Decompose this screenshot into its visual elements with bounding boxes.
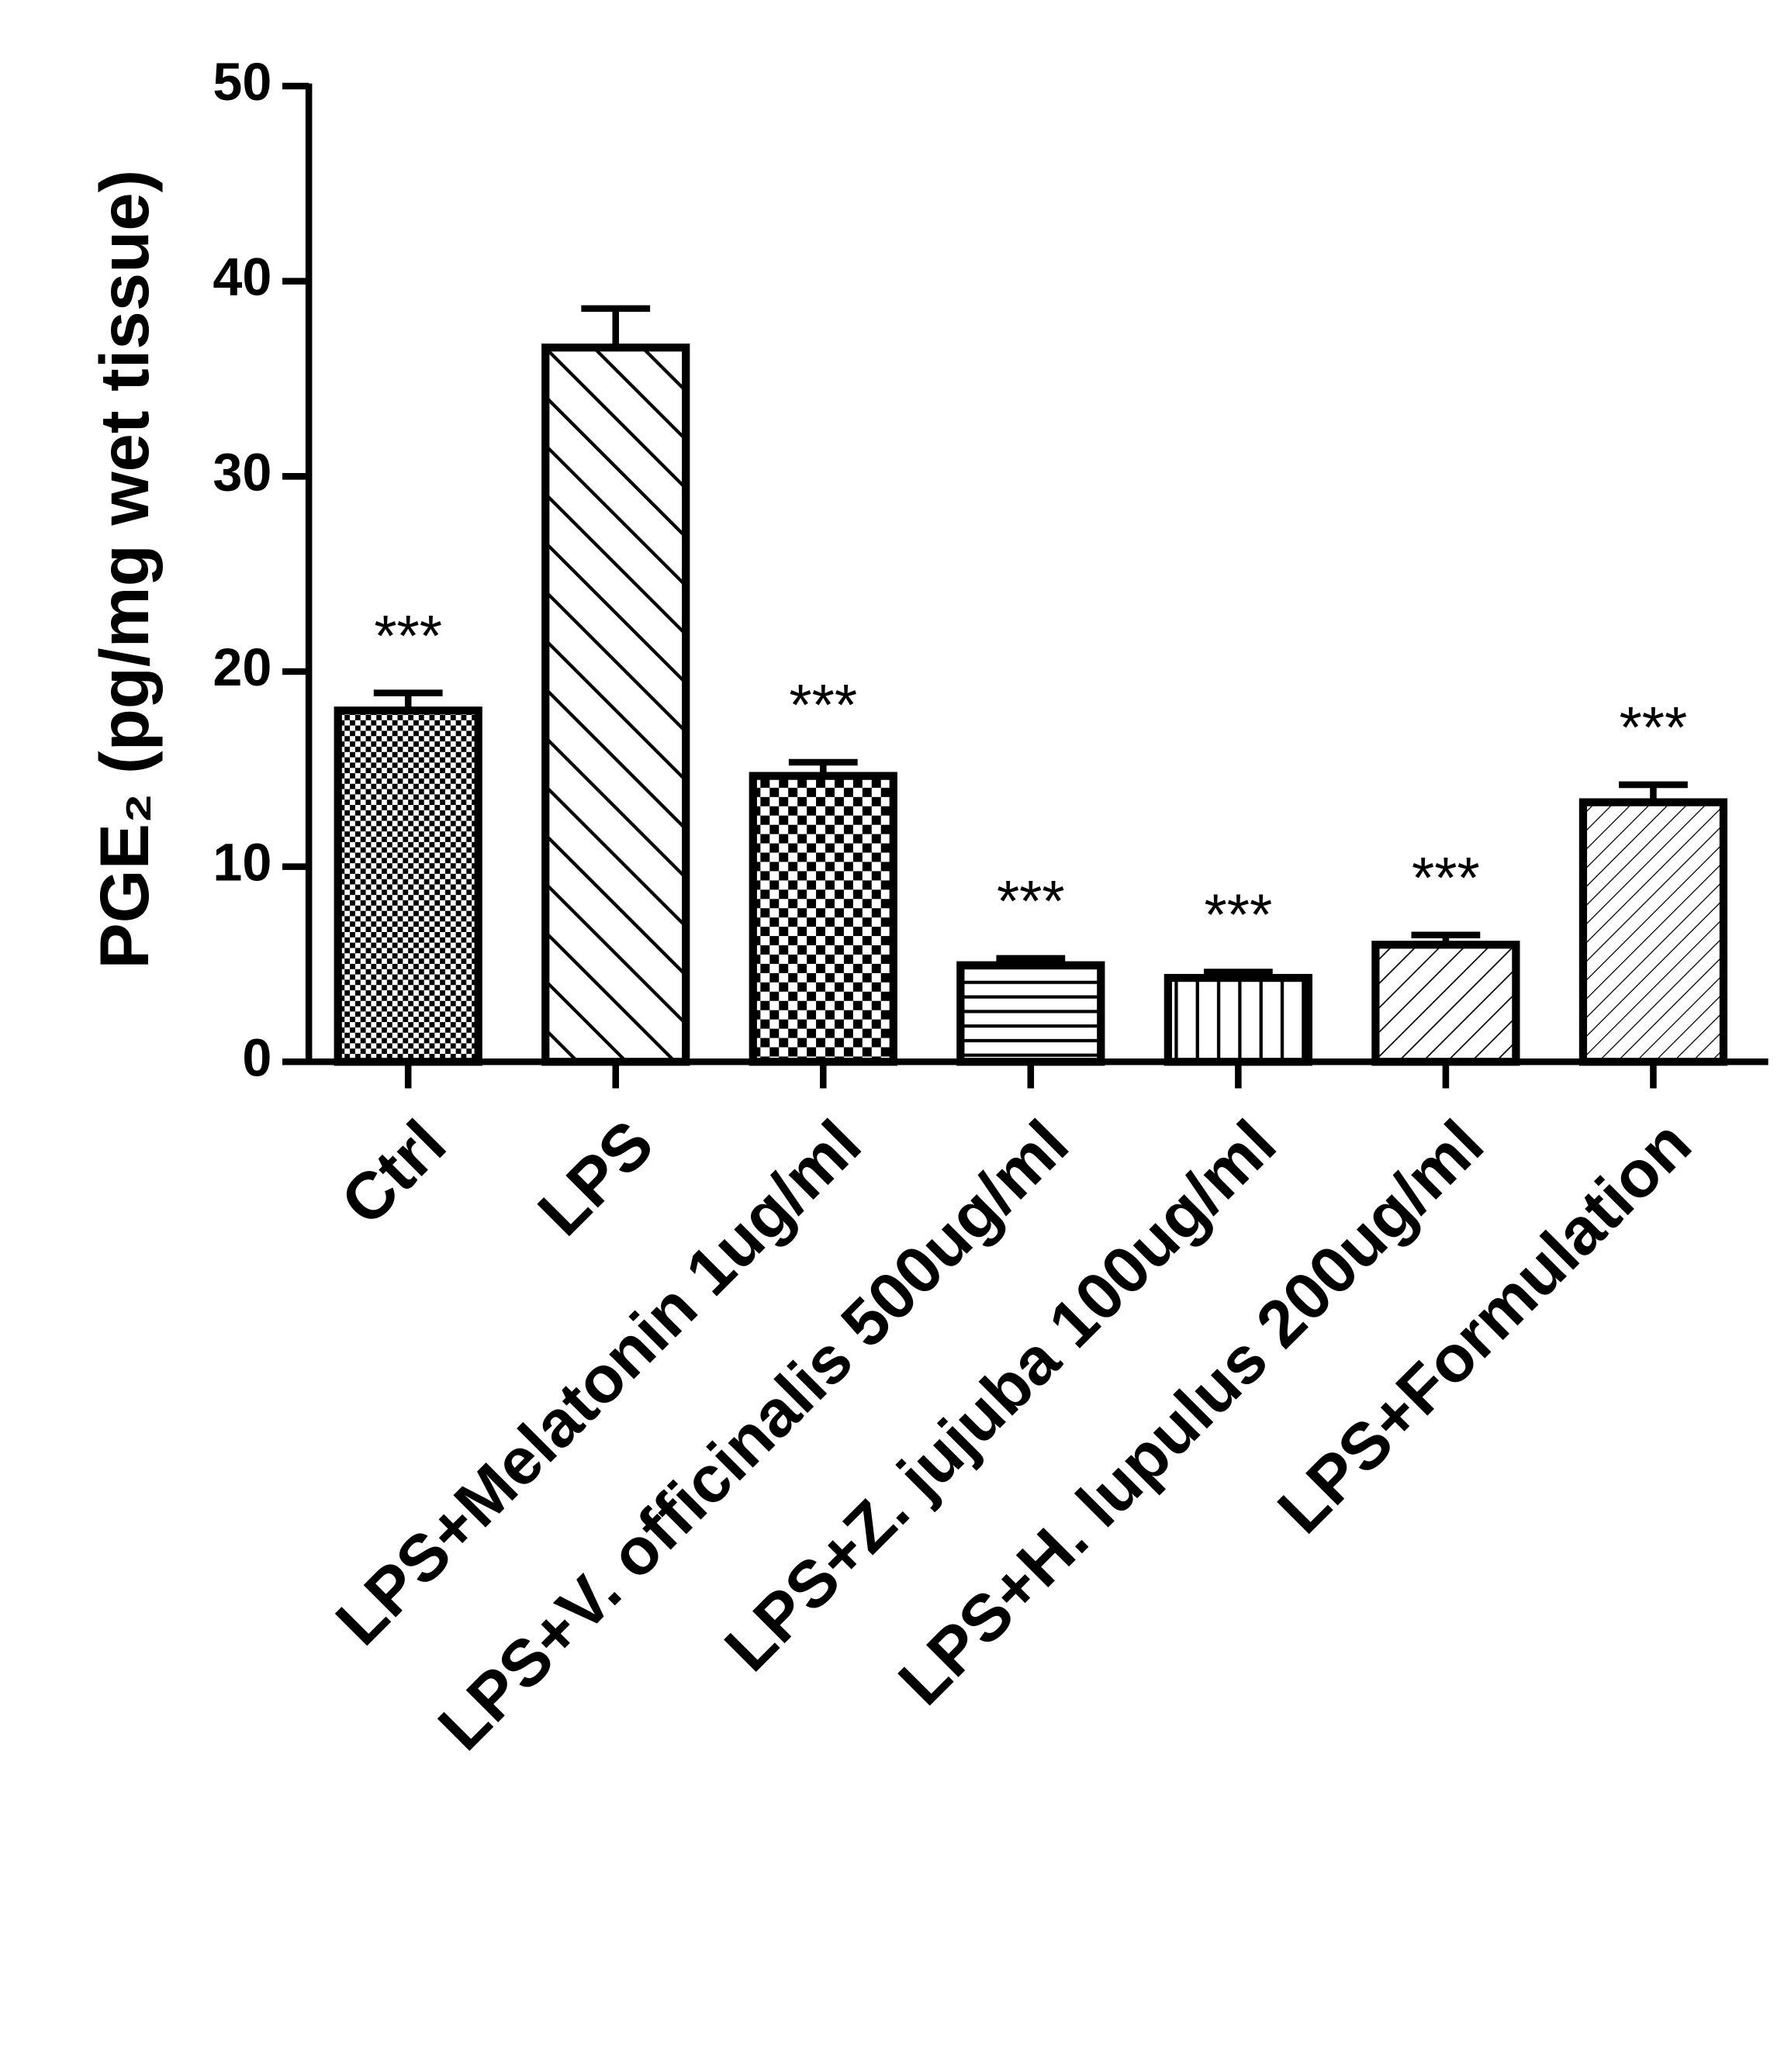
bar — [541, 344, 690, 1066]
bar — [334, 706, 482, 1066]
significance-label: *** — [374, 603, 442, 668]
x-tick-label: LPS — [524, 1107, 668, 1250]
bar — [956, 961, 1105, 1066]
bar — [749, 772, 897, 1066]
y-tick-label: 10 — [213, 834, 271, 893]
bar — [1578, 798, 1728, 1066]
y-tick-label: 20 — [213, 638, 271, 697]
significance-label: *** — [1620, 695, 1688, 760]
significance-label: *** — [1412, 845, 1480, 910]
x-tick-label: LPS+Formulation — [1264, 1107, 1706, 1548]
y-tick-label: 30 — [213, 443, 271, 502]
bar — [1371, 941, 1520, 1066]
y-axis-title: PGE₂ (pg/mg wet tissue) — [86, 170, 163, 969]
y-tick-label: 0 — [242, 1028, 271, 1087]
significance-label: *** — [1205, 882, 1273, 948]
bar — [1163, 973, 1312, 1066]
significance-label: *** — [997, 869, 1065, 934]
significance-label: *** — [789, 672, 857, 737]
y-tick-label: 40 — [213, 248, 271, 307]
y-tick-label: 50 — [213, 53, 271, 112]
x-tick-label: Ctrl — [327, 1107, 460, 1239]
